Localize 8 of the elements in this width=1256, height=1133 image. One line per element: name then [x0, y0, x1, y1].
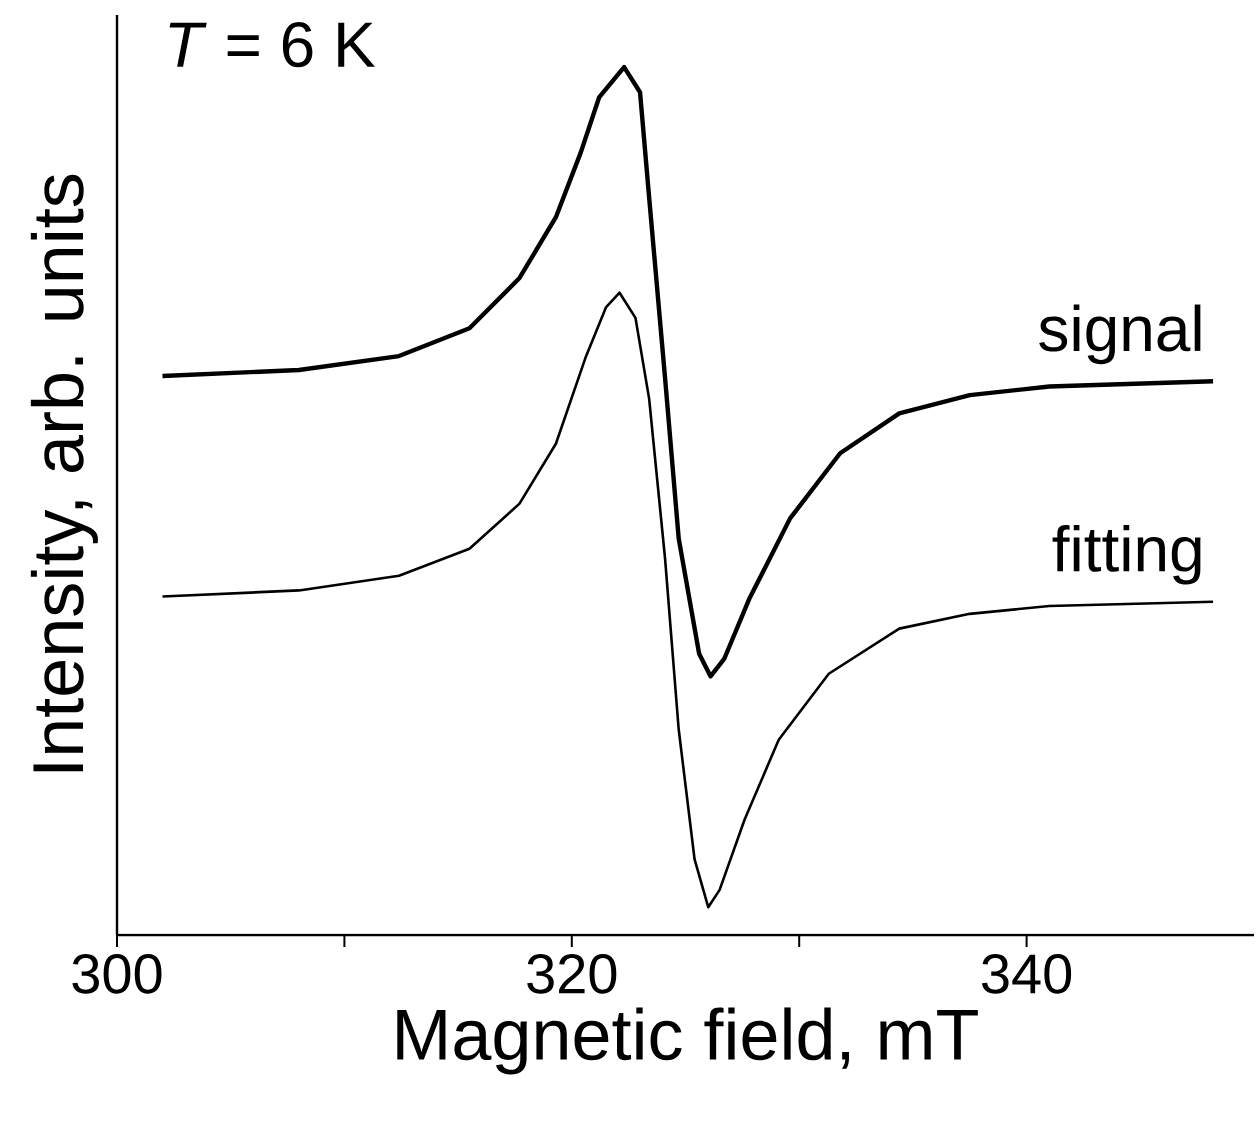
x-tick-label: 300 [72, 954, 162, 994]
y-axis-title: Intensity, arb. units [30, 174, 98, 772]
series-label: signal [1039, 304, 1201, 365]
x-tick-label: 320 [527, 954, 617, 994]
x-axis-title: Magnetic field, mT [397, 1007, 978, 1075]
x-tick-label: 340 [982, 954, 1072, 994]
series-label: fitting [1052, 524, 1201, 585]
annotation: T = 6 K [169, 22, 375, 68]
